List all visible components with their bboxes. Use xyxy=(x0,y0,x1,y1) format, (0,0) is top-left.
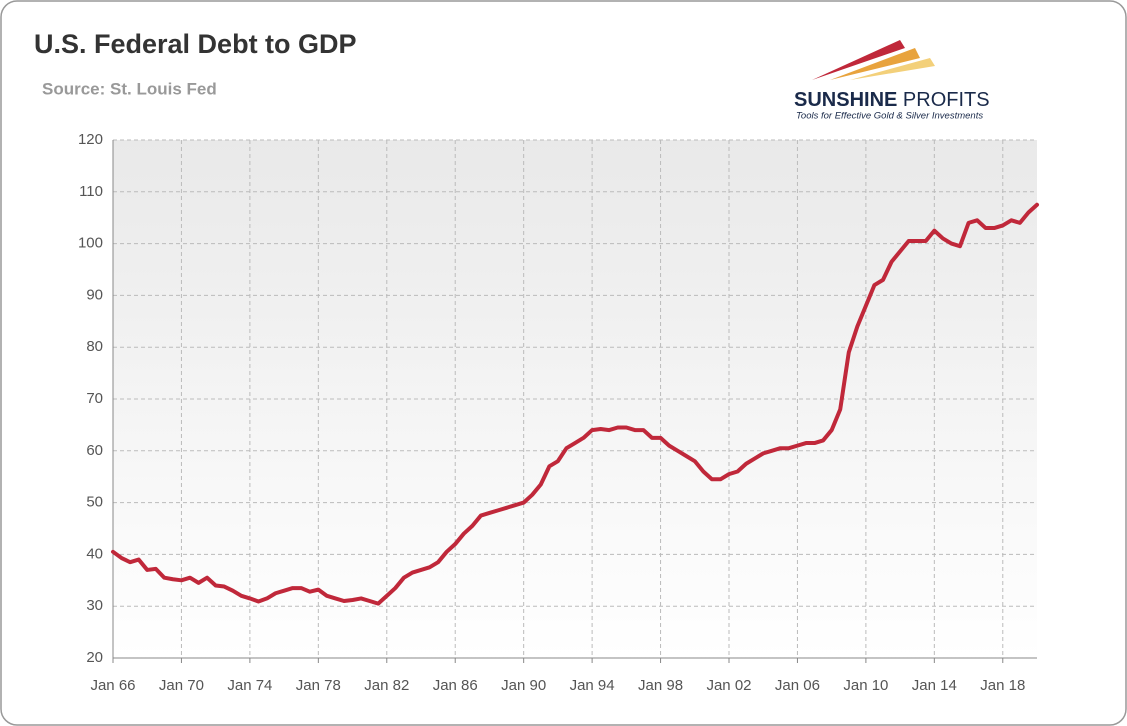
x-tick-label: Jan 94 xyxy=(570,677,615,694)
x-tick-label: Jan 02 xyxy=(706,677,751,694)
x-tick-label: Jan 98 xyxy=(638,677,683,694)
y-tick-label: 20 xyxy=(86,649,103,666)
y-tick-label: 90 xyxy=(86,286,103,303)
y-tick-label: 40 xyxy=(86,545,103,562)
logo-tagline: Tools for Effective Gold & Silver Invest… xyxy=(796,111,983,122)
y-tick-label: 70 xyxy=(86,390,103,407)
x-tick-label: Jan 66 xyxy=(90,677,135,694)
logo-text: SUNSHINE PROFITS xyxy=(794,89,990,111)
x-tick-label: Jan 06 xyxy=(775,677,820,694)
x-tick-label: Jan 10 xyxy=(843,677,888,694)
x-tick-label: Jan 74 xyxy=(227,677,272,694)
y-tick-label: 120 xyxy=(78,131,103,148)
x-tick-label: Jan 78 xyxy=(296,677,341,694)
y-tick-label: 110 xyxy=(79,183,103,200)
x-tick-label: Jan 86 xyxy=(433,677,478,694)
x-tick-label: Jan 82 xyxy=(364,677,409,694)
logo-word: SUNSHINE xyxy=(794,89,897,111)
x-tick-label: Jan 90 xyxy=(501,677,546,694)
logo-word: PROFITS xyxy=(903,89,990,111)
data-line xyxy=(111,202,1039,606)
x-tick-label: Jan 14 xyxy=(912,677,957,694)
logo: SUNSHINE PROFITS Tools for Effective Gol… xyxy=(794,40,990,122)
chart-title: U.S. Federal Debt to GDP xyxy=(34,29,357,59)
y-tick-label: 50 xyxy=(86,494,103,511)
x-tick-label: Jan 70 xyxy=(159,677,204,694)
y-tick-label: 80 xyxy=(86,338,103,355)
y-tick-label: 60 xyxy=(86,442,103,459)
y-tick-label: 30 xyxy=(86,597,103,614)
y-tick-label: 100 xyxy=(78,235,103,252)
x-tick-label: Jan 18 xyxy=(980,677,1025,694)
chart-subtitle: Source: St. Louis Fed xyxy=(42,79,217,98)
